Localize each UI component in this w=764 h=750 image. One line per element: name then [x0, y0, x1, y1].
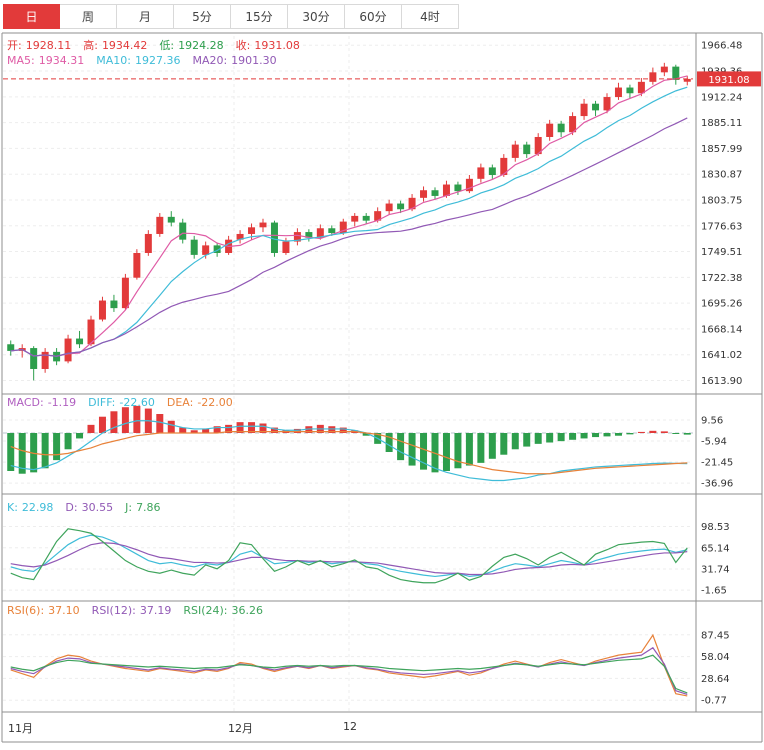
ma-lines — [10, 75, 688, 357]
macd-value: MACD: -1.19 — [7, 396, 77, 409]
k-value: K: 22.98 — [7, 501, 54, 514]
grid-lines — [3, 36, 693, 712]
svg-text:1803.75: 1803.75 — [701, 195, 742, 206]
macd-lines — [10, 420, 688, 482]
tab-4hour[interactable]: 4时 — [402, 4, 459, 29]
svg-text:31.74: 31.74 — [701, 564, 730, 575]
macd-legend: MACD: -1.19 DIFF: -22.60 DEA: -22.00 — [7, 396, 233, 409]
close-value: 收: 1931.08 — [235, 39, 300, 52]
svg-text:87.45: 87.45 — [701, 630, 730, 641]
svg-text:1966.48: 1966.48 — [701, 41, 742, 52]
svg-text:-36.96: -36.96 — [701, 479, 733, 490]
tab-5min[interactable]: 5分 — [174, 4, 231, 29]
svg-text:1885.11: 1885.11 — [701, 118, 742, 129]
svg-text:65.14: 65.14 — [701, 543, 730, 554]
open-value: 开: 1928.11 — [7, 39, 72, 52]
svg-text:1830.87: 1830.87 — [701, 170, 742, 181]
svg-text:1776.63: 1776.63 — [701, 221, 742, 232]
x-axis-label-december: 12月 — [228, 722, 253, 735]
ma10-value: MA10: 1927.36 — [96, 54, 181, 67]
tab-day[interactable]: 日 — [3, 4, 60, 29]
rsi-lines — [10, 633, 688, 697]
axis-tick-labels: 1966.481939.361912.241885.111857.991830.… — [701, 41, 742, 707]
kdj-legend: K: 22.98 D: 30.55 J: 7.86 — [7, 501, 161, 514]
svg-text:1912.24: 1912.24 — [701, 92, 742, 103]
svg-text:-5.94: -5.94 — [701, 437, 727, 448]
current-price-badge: 1931.08 — [697, 71, 761, 87]
svg-text:1931.08: 1931.08 — [708, 75, 749, 86]
high-value: 高: 1934.42 — [83, 39, 148, 52]
tab-15min[interactable]: 15分 — [231, 4, 288, 29]
tab-30min[interactable]: 30分 — [288, 4, 345, 29]
svg-text:1722.38: 1722.38 — [701, 273, 742, 284]
svg-text:1749.51: 1749.51 — [701, 247, 742, 258]
dea-value: DEA: -22.00 — [166, 396, 233, 409]
rsi24-value: RSI(24): 36.26 — [183, 604, 263, 617]
tab-month[interactable]: 月 — [117, 4, 174, 29]
svg-text:9.56: 9.56 — [701, 416, 723, 427]
low-value: 低: 1924.28 — [159, 39, 224, 52]
svg-text:28.64: 28.64 — [701, 674, 730, 685]
svg-text:1613.90: 1613.90 — [701, 376, 742, 387]
svg-text:1668.14: 1668.14 — [701, 324, 742, 335]
ma5-value: MA5: 1934.31 — [7, 54, 85, 67]
svg-text:-21.45: -21.45 — [701, 458, 733, 469]
candles — [7, 62, 691, 381]
ohlc-legend: 开: 1928.11 高: 1934.42 低: 1924.28 收: 1931.08 — [7, 37, 300, 53]
x-axis-label-november: 11月 — [8, 722, 33, 735]
chart-frame — [1, 32, 763, 743]
timeframe-tabbar: 日 周 月 5分 15分 30分 60分 4时 — [3, 4, 459, 29]
kdj-lines — [10, 528, 688, 584]
d-value: D: 30.55 — [65, 501, 114, 514]
ma-legend: MA5: 1934.31 MA10: 1927.36 MA20: 1901.30 — [7, 54, 277, 67]
svg-text:1857.99: 1857.99 — [701, 144, 742, 155]
svg-text:-0.77: -0.77 — [701, 696, 727, 707]
svg-text:98.53: 98.53 — [701, 522, 730, 533]
svg-text:58.04: 58.04 — [701, 652, 730, 663]
x-axis-label-dec12: 12 — [343, 720, 357, 733]
ma20-value: MA20: 1901.30 — [192, 54, 277, 67]
tab-60min[interactable]: 60分 — [345, 4, 402, 29]
tab-week[interactable]: 周 — [60, 4, 117, 29]
rsi-legend: RSI(6): 37.10 RSI(12): 37.19 RSI(24): 36.26 — [7, 604, 263, 617]
diff-value: DIFF: -22.60 — [88, 396, 155, 409]
svg-text:1695.26: 1695.26 — [701, 299, 742, 310]
svg-text:-1.65: -1.65 — [701, 586, 727, 597]
rsi12-value: RSI(12): 37.19 — [91, 604, 172, 617]
svg-text:1641.02: 1641.02 — [701, 350, 742, 361]
j-value: J: 7.86 — [125, 501, 161, 514]
rsi6-value: RSI(6): 37.10 — [7, 604, 80, 617]
